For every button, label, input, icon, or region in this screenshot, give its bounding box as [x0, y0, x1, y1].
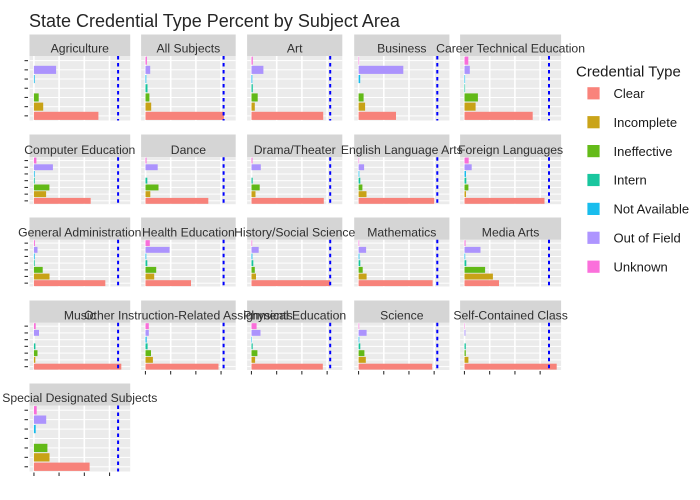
svg-text:English Language Arts: English Language Arts [341, 143, 463, 157]
svg-text:Drama/Theater: Drama/Theater [254, 143, 336, 157]
svg-text:Unknown: Unknown [614, 259, 668, 274]
svg-text:Agriculture: Agriculture [51, 42, 109, 56]
svg-text:Career Technical Education: Career Technical Education [436, 42, 585, 56]
svg-text:History/Social Science: History/Social Science [234, 225, 355, 239]
svg-text:All Subjects: All Subjects [157, 42, 221, 56]
svg-text:Science: Science [380, 308, 424, 322]
svg-text:Business: Business [377, 42, 426, 56]
svg-text:Computer Education: Computer Education [24, 143, 135, 157]
svg-text:Dance: Dance [171, 143, 206, 157]
svg-text:Art: Art [287, 42, 303, 56]
svg-text:State Credential Type Percent: State Credential Type Percent by Subject… [29, 11, 401, 31]
svg-text:Music: Music [64, 308, 96, 322]
svg-text:Intern: Intern [614, 173, 647, 188]
svg-text:Clear: Clear [614, 86, 646, 101]
svg-text:Health Education: Health Education [142, 225, 235, 239]
svg-text:Out of Field: Out of Field [614, 231, 681, 246]
svg-text:Media Arts: Media Arts [482, 225, 540, 239]
svg-text:Not Available: Not Available [614, 202, 690, 217]
svg-text:Ineffective: Ineffective [614, 144, 673, 159]
svg-text:General Administration: General Administration [18, 225, 141, 239]
svg-text:Other Instruction-Related Assi: Other Instruction-Related Assignments [84, 308, 293, 322]
svg-text:Credential Type: Credential Type [576, 64, 681, 81]
svg-text:Incomplete: Incomplete [614, 115, 678, 130]
svg-text:Mathematics: Mathematics [367, 225, 436, 239]
svg-text:Special Designated Subjects: Special Designated Subjects [2, 391, 157, 405]
svg-text:Physical Education: Physical Education [243, 308, 346, 322]
svg-text:Self-Contained Class: Self-Contained Class [453, 308, 567, 322]
svg-text:Foreign Languages: Foreign Languages [458, 143, 563, 157]
